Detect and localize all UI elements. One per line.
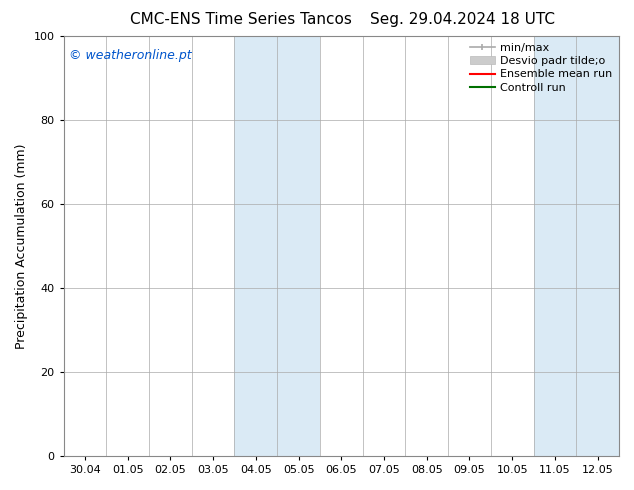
Text: CMC-ENS Time Series Tancos: CMC-ENS Time Series Tancos <box>130 12 352 27</box>
Legend: min/max, Desvio padr tilde;o, Ensemble mean run, Controll run: min/max, Desvio padr tilde;o, Ensemble m… <box>465 38 617 97</box>
Bar <box>235 36 320 456</box>
Text: © weatheronline.pt: © weatheronline.pt <box>69 49 191 62</box>
Y-axis label: Precipitation Accumulation (mm): Precipitation Accumulation (mm) <box>15 143 28 349</box>
Text: Seg. 29.04.2024 18 UTC: Seg. 29.04.2024 18 UTC <box>370 12 555 27</box>
Bar <box>534 36 619 456</box>
